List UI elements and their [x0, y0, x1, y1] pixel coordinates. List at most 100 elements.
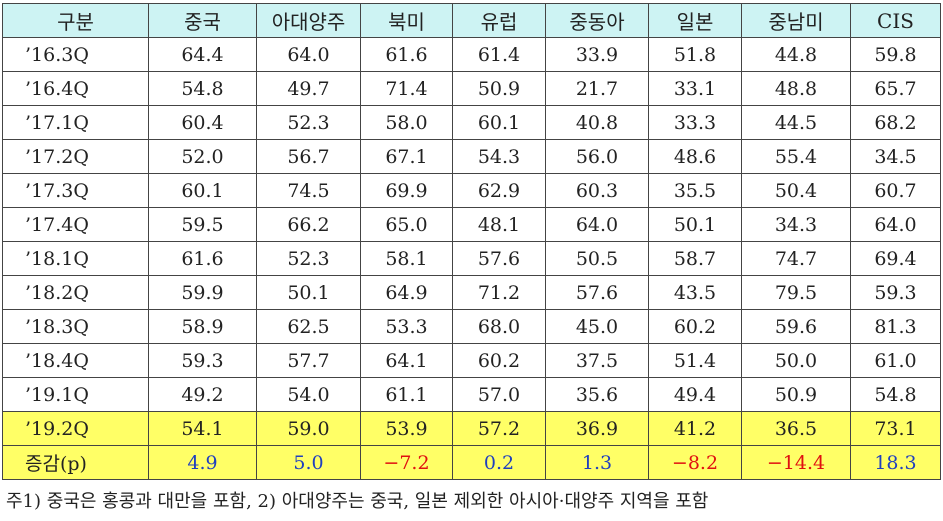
- cell: 68.0: [452, 309, 546, 344]
- cell: 37.5: [545, 343, 649, 378]
- cell: 44.5: [741, 105, 851, 140]
- cell: 35.5: [648, 173, 742, 208]
- row-label: ’19.2Q: [2, 411, 149, 446]
- cell: 59.9: [148, 275, 257, 310]
- cell: 61.6: [360, 37, 453, 72]
- cell: 59.8: [850, 37, 941, 72]
- header-row: 구분 중국 아대양주 북미 유럽 중동아 일본 중남미 CIS: [2, 3, 941, 38]
- header-cell: 북미: [360, 3, 453, 38]
- header-cell: 아대양주: [256, 3, 361, 38]
- cell: 62.9: [452, 173, 546, 208]
- cell: 61.0: [850, 343, 941, 378]
- cell: 60.4: [148, 105, 257, 140]
- cell: 50.0: [741, 343, 851, 378]
- header-cell: 구분: [2, 3, 149, 38]
- cell: 50.4: [741, 173, 851, 208]
- cell: 45.0: [545, 309, 649, 344]
- cell: 59.3: [850, 275, 941, 310]
- cell: 64.1: [360, 343, 453, 378]
- cell: 62.5: [256, 309, 361, 344]
- cell: 50.5: [545, 241, 649, 276]
- cell: 53.9: [360, 411, 453, 446]
- row-label: ’17.2Q: [2, 139, 149, 174]
- table-row: 증감(p) 4.9 5.0 −7.2 0.2 1.3 −8.2 −14.4 18.3: [2, 445, 941, 480]
- cell: 1.3: [545, 445, 649, 480]
- cell: 61.4: [452, 37, 546, 72]
- table-row: ’18.2Q 59.9 50.1 64.9 71.2 57.6 43.5 79.5 59.3: [2, 275, 941, 310]
- cell: 69.4: [850, 241, 941, 276]
- table: 구분 중국 아대양주 북미 유럽 중동아 일본 중남미 CIS ’16.3Q 64.4 64.0 61…: [2, 3, 941, 480]
- table-row: ’18.4Q 59.3 57.7 64.1 60.2 37.5 51.4 50.0 61.0: [2, 343, 941, 378]
- cell: 60.2: [452, 343, 546, 378]
- cell: 0.2: [452, 445, 546, 480]
- row-label: ’18.2Q: [2, 275, 149, 310]
- row-label: ’16.3Q: [2, 37, 149, 72]
- cell: 49.7: [256, 71, 361, 106]
- row-label: ’17.1Q: [2, 105, 149, 140]
- cell: 58.0: [360, 105, 453, 140]
- cell: 64.4: [148, 37, 257, 72]
- header-cell: 유럽: [452, 3, 546, 38]
- cell: 57.7: [256, 343, 361, 378]
- table-row: ’17.1Q 60.4 52.3 58.0 60.1 40.8 33.3 44.5 68.2: [2, 105, 941, 140]
- cell: 34.5: [850, 139, 941, 174]
- cell: 40.8: [545, 105, 649, 140]
- table-row: ’19.1Q 49.2 54.0 61.1 57.0 35.6 49.4 50.9 54.8: [2, 377, 941, 412]
- cell: 81.3: [850, 309, 941, 344]
- cell: 51.8: [648, 37, 742, 72]
- cell: 48.1: [452, 207, 546, 242]
- cell: 64.0: [850, 207, 941, 242]
- cell: 57.2: [452, 411, 546, 446]
- table-row: ’18.1Q 61.6 52.3 58.1 57.6 50.5 58.7 74.7 69.4: [2, 241, 941, 276]
- cell: 58.9: [148, 309, 257, 344]
- row-label: ’17.3Q: [2, 173, 149, 208]
- cell: 59.3: [148, 343, 257, 378]
- cell: 61.6: [148, 241, 257, 276]
- cell: 66.2: [256, 207, 361, 242]
- table-row: ’17.3Q 60.1 74.5 69.9 62.9 60.3 35.5 50.4 60.7: [2, 173, 941, 208]
- cell: −14.4: [741, 445, 851, 480]
- cell: 68.2: [850, 105, 941, 140]
- cell: 33.3: [648, 105, 742, 140]
- row-label: ’18.4Q: [2, 343, 149, 378]
- row-label: ’17.4Q: [2, 207, 149, 242]
- cell: 43.5: [648, 275, 742, 310]
- cell: 55.4: [741, 139, 851, 174]
- cell: 60.2: [648, 309, 742, 344]
- cell: 57.0: [452, 377, 546, 412]
- row-label: ’16.4Q: [2, 71, 149, 106]
- row-label: ’18.1Q: [2, 241, 149, 276]
- cell: 64.0: [545, 207, 649, 242]
- table-row: ’16.4Q 54.8 49.7 71.4 50.9 21.7 33.1 48.8 65.7: [2, 71, 941, 106]
- cell: 58.7: [648, 241, 742, 276]
- footnote: 주1) 중국은 홍콩과 대만을 포함, 2) 아대양주는 중국, 일본 제외한 …: [6, 491, 709, 512]
- cell: 33.1: [648, 71, 742, 106]
- cell: 36.9: [545, 411, 649, 446]
- cell: 67.1: [360, 139, 453, 174]
- cell: 60.1: [452, 105, 546, 140]
- cell: 71.2: [452, 275, 546, 310]
- cell: 44.8: [741, 37, 851, 72]
- cell: 18.3: [850, 445, 941, 480]
- cell: 34.3: [741, 207, 851, 242]
- table-row: ’19.2Q 54.1 59.0 53.9 57.2 36.9 41.2 36.5 73.1: [2, 411, 941, 446]
- header-cell: 일본: [648, 3, 742, 38]
- cell: 52.0: [148, 139, 257, 174]
- cell: 54.3: [452, 139, 546, 174]
- cell: 56.7: [256, 139, 361, 174]
- cell: 48.6: [648, 139, 742, 174]
- cell: 50.1: [648, 207, 742, 242]
- cell: 51.4: [648, 343, 742, 378]
- cell: 54.8: [850, 377, 941, 412]
- cell: 59.6: [741, 309, 851, 344]
- cell: 64.9: [360, 275, 453, 310]
- row-label: 증감(p): [2, 445, 149, 480]
- cell: 5.0: [256, 445, 361, 480]
- cell: 21.7: [545, 71, 649, 106]
- cell: 64.0: [256, 37, 361, 72]
- cell: 65.0: [360, 207, 453, 242]
- table-row: ’18.3Q 58.9 62.5 53.3 68.0 45.0 60.2 59.6 81.3: [2, 309, 941, 344]
- cell: 58.1: [360, 241, 453, 276]
- header-cell: 중남미: [741, 3, 851, 38]
